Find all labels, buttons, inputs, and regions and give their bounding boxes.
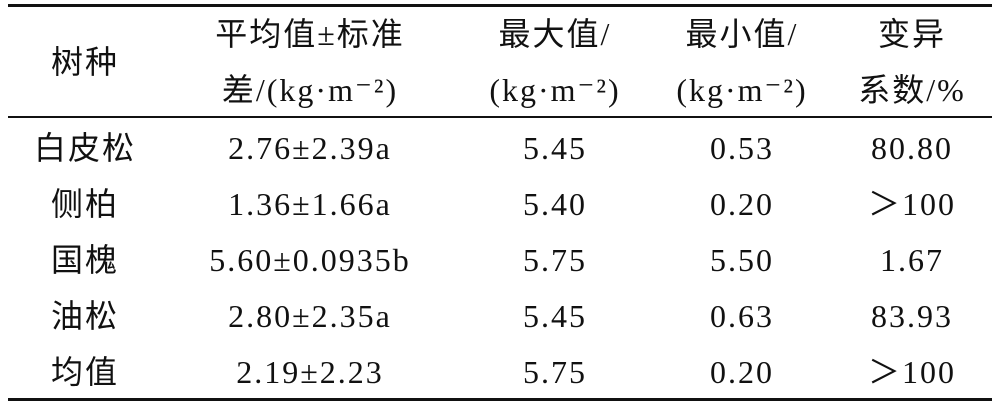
header-cell: 系数/% <box>858 72 966 108</box>
header-cell: 变异 <box>877 16 946 52</box>
table-cell: 2.76±2.39a <box>228 130 392 166</box>
row-label: 国槐 <box>50 242 119 278</box>
row-label: 侧柏 <box>50 186 119 222</box>
header-cell: (kg·m⁻²) <box>676 72 808 108</box>
header-rule <box>8 116 992 118</box>
table-cell: 2.19±2.23 <box>236 354 384 390</box>
table-cell: 0.53 <box>710 130 774 166</box>
table-cell: 5.45 <box>523 298 587 334</box>
header-cell: 最小值/ <box>685 16 799 52</box>
table-cell: 5.75 <box>523 354 587 390</box>
header-cell: (kg·m⁻²) <box>489 72 621 108</box>
table-cell: 83.93 <box>871 298 953 334</box>
table-cell: 2.80±2.35a <box>228 298 392 334</box>
table-cell: 1.67 <box>880 242 944 278</box>
table-cell: 0.20 <box>710 186 774 222</box>
table-cell: 80.80 <box>871 130 953 166</box>
table-cell: 0.20 <box>710 354 774 390</box>
table-cell: 5.45 <box>523 130 587 166</box>
header-cell: 树种 <box>50 44 119 80</box>
table-cell: 0.63 <box>710 298 774 334</box>
table-cell: 1.36±1.66a <box>228 186 392 222</box>
bottom-rule <box>8 398 992 401</box>
header-cell: 差/(kg·m⁻²) <box>221 72 399 108</box>
table-cell: 5.40 <box>523 186 587 222</box>
row-label: 白皮松 <box>33 130 136 166</box>
table-cell: 5.50 <box>710 242 774 278</box>
header-cell: 平均值±标准 <box>215 16 405 52</box>
table-cell: 5.75 <box>523 242 587 278</box>
table-cell: ＞100 <box>867 354 956 390</box>
row-label: 油松 <box>50 298 119 334</box>
row-label: 均值 <box>50 354 119 390</box>
top-rule <box>8 4 992 7</box>
table-cell: 5.60±0.0935b <box>209 242 411 278</box>
table-cell: ＞100 <box>867 186 956 222</box>
header-cell: 最大值/ <box>498 16 612 52</box>
